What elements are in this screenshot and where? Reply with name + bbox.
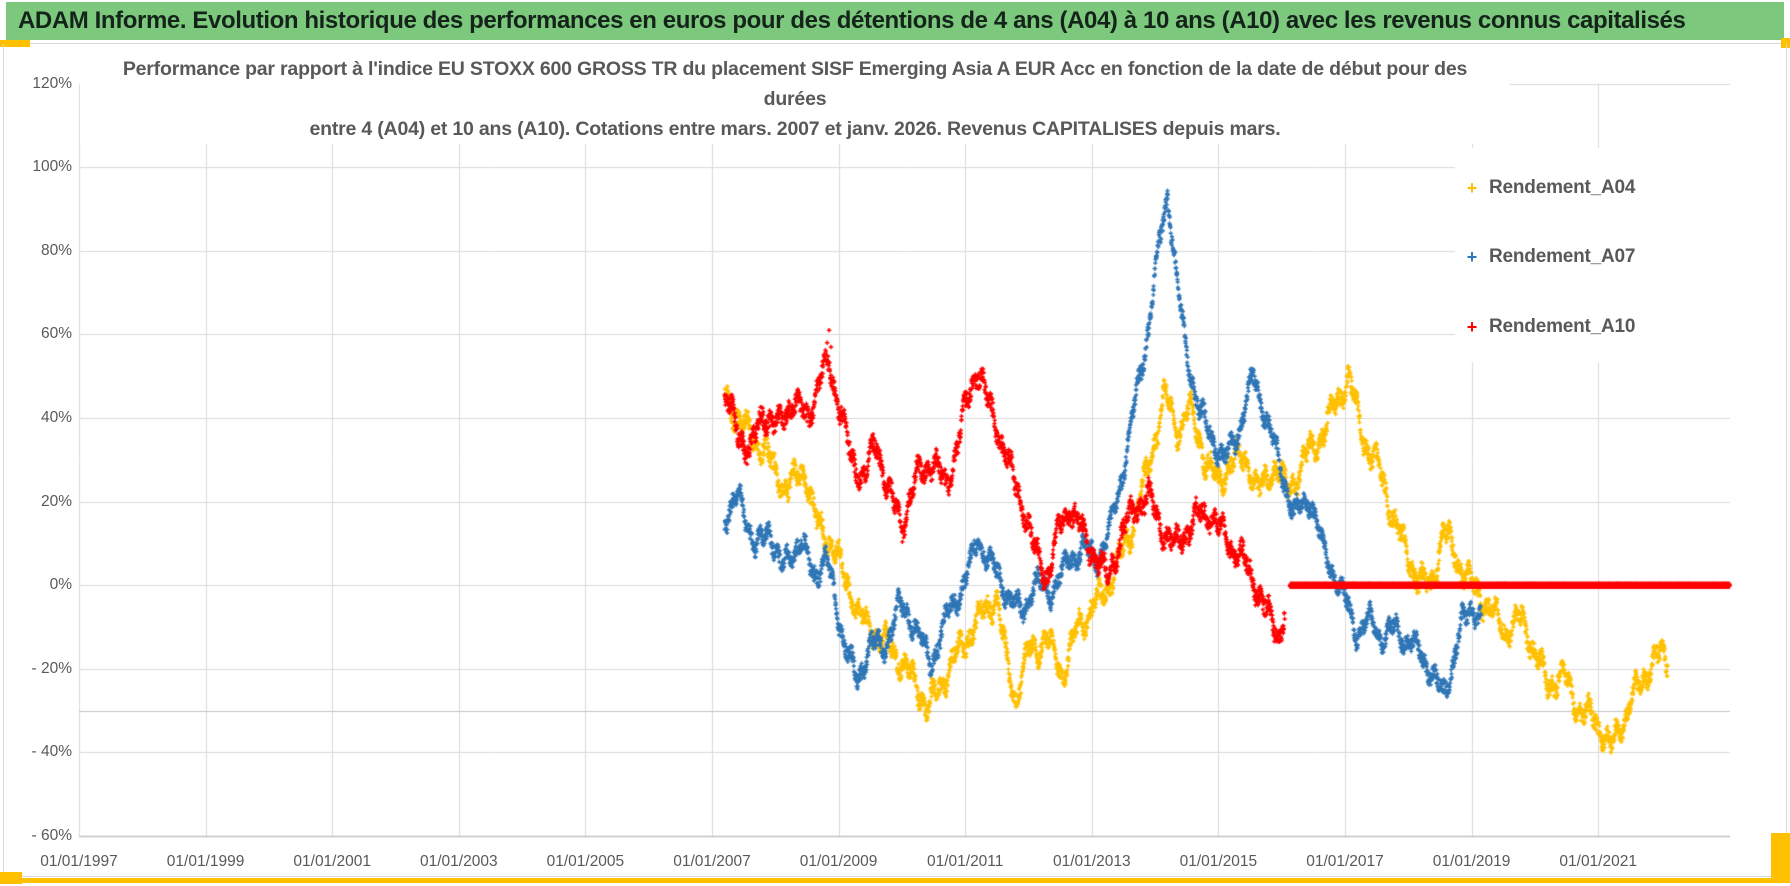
chart-title-line1: Performance par rapport à l'indice EU ST…	[122, 58, 1468, 80]
legend-item-rendement_a04[interactable]: + Rendement_A04	[1455, 173, 1785, 203]
x-tick-label: 01/01/2019	[1432, 853, 1511, 870]
x-tick-label: 01/01/1999	[166, 853, 245, 870]
legend-marker-icon: +	[1466, 317, 1478, 337]
legend-marker-icon: +	[1466, 247, 1478, 267]
legend-item-rendement_a07[interactable]: + Rendement_A07	[1455, 242, 1785, 272]
y-tick-label: 120%	[32, 74, 72, 92]
x-tick-label: 01/01/2017	[1306, 853, 1384, 870]
y-tick-label: - 60%	[31, 827, 73, 844]
y-tick-label: 100%	[32, 158, 72, 176]
chart-title-line3: entre 4 (A04) et 10 ans (A10). Cotations…	[309, 118, 1281, 140]
legend: + Rendement_A04 + Rendement_A07 + Rendement_A…	[1455, 148, 1785, 362]
x-tick-label: 01/01/2003	[420, 853, 498, 870]
x-tick-label: 01/01/2001	[293, 853, 371, 870]
legend-item-rendement_a10[interactable]: + Rendement_A10	[1455, 312, 1785, 342]
x-tick-label: 01/01/2007	[673, 853, 751, 870]
x-tick-label: 01/01/2021	[1559, 853, 1637, 870]
x-tick-label: 01/01/2005	[546, 853, 625, 870]
y-tick-label: 0%	[49, 576, 72, 594]
y-tick-label: 40%	[40, 409, 72, 426]
x-tick-label: 01/01/1997	[40, 853, 118, 870]
x-tick-label: 01/01/2011	[926, 853, 1004, 870]
legend-marker-icon: +	[1466, 178, 1478, 198]
x-tick-label: 01/01/2009	[799, 853, 878, 870]
y-tick-label: - 40%	[31, 743, 73, 761]
legend-label: Rendement_A10	[1489, 316, 1636, 337]
chart-title: Performance par rapport à l'indice EU ST…	[80, 54, 1510, 144]
legend-label: Rendement_A07	[1489, 246, 1636, 267]
x-tick-label: 01/01/2015	[1179, 853, 1258, 870]
y-tick-label: 60%	[40, 325, 72, 343]
x-tick-label: 01/01/2013	[1053, 853, 1131, 870]
y-tick-label: - 20%	[31, 659, 73, 677]
chart-title-line2: durées	[763, 88, 827, 110]
legend-label: Rendement_A04	[1489, 177, 1636, 198]
y-tick-label: 80%	[40, 241, 72, 259]
y-tick-label: 20%	[40, 492, 72, 510]
